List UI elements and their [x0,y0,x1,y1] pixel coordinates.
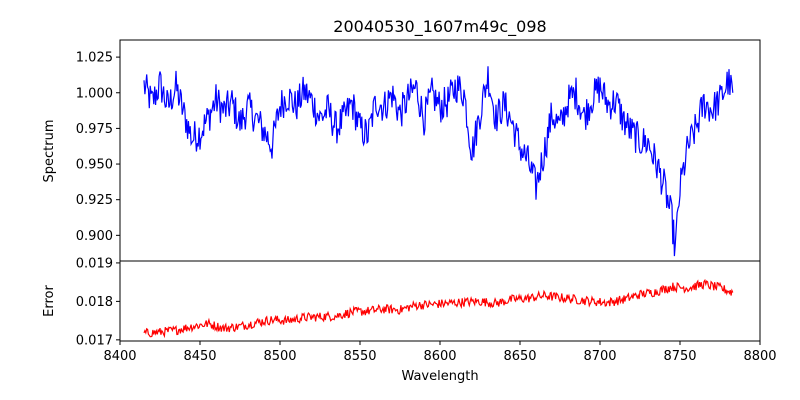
xtick-label: 8450 [183,349,216,364]
error-ytick-label: 0.019 [76,256,113,271]
spectrum-line [143,66,734,257]
spectrum-ytick-label: 0.900 [76,229,113,244]
error-y-ticks: 0.017 0.018 0.019 [76,256,120,348]
error-line [143,278,734,339]
xtick-label: 8400 [103,349,136,364]
spectrum-ytick-label: 1.000 [76,86,113,101]
spectrum-ytick-label: 0.925 [76,193,113,208]
error-ylabel: Error [42,285,57,317]
xtick-label: 8750 [663,349,696,364]
error-ytick-label: 0.018 [76,295,113,310]
spectrum-ytick-label: 0.950 [76,158,113,173]
xtick-label: 8600 [423,349,456,364]
xtick-label: 8500 [263,349,296,364]
spectrum-ytick-label: 1.025 [76,51,113,66]
xtick-label: 8650 [503,349,536,364]
xtick-label: 8700 [583,349,616,364]
spectrum-y-ticks: 0.900 0.925 0.950 0.975 1.000 1.025 [76,51,120,244]
spectrum-series [143,66,734,257]
xtick-label: 8800 [743,349,776,364]
x-axis-ticks: 8400 8450 8500 8550 8600 8650 8700 8750 8800 [103,341,777,364]
chart-title: 20040530_1607m49c_098 [333,17,546,37]
spectrum-ylabel: Spectrum [42,120,57,183]
x-axis-label: Wavelength [401,369,478,384]
error-ytick-label: 0.017 [76,333,113,348]
spectrum-ytick-label: 0.975 [76,122,113,137]
error-series [143,278,734,339]
xtick-label: 8550 [343,349,376,364]
